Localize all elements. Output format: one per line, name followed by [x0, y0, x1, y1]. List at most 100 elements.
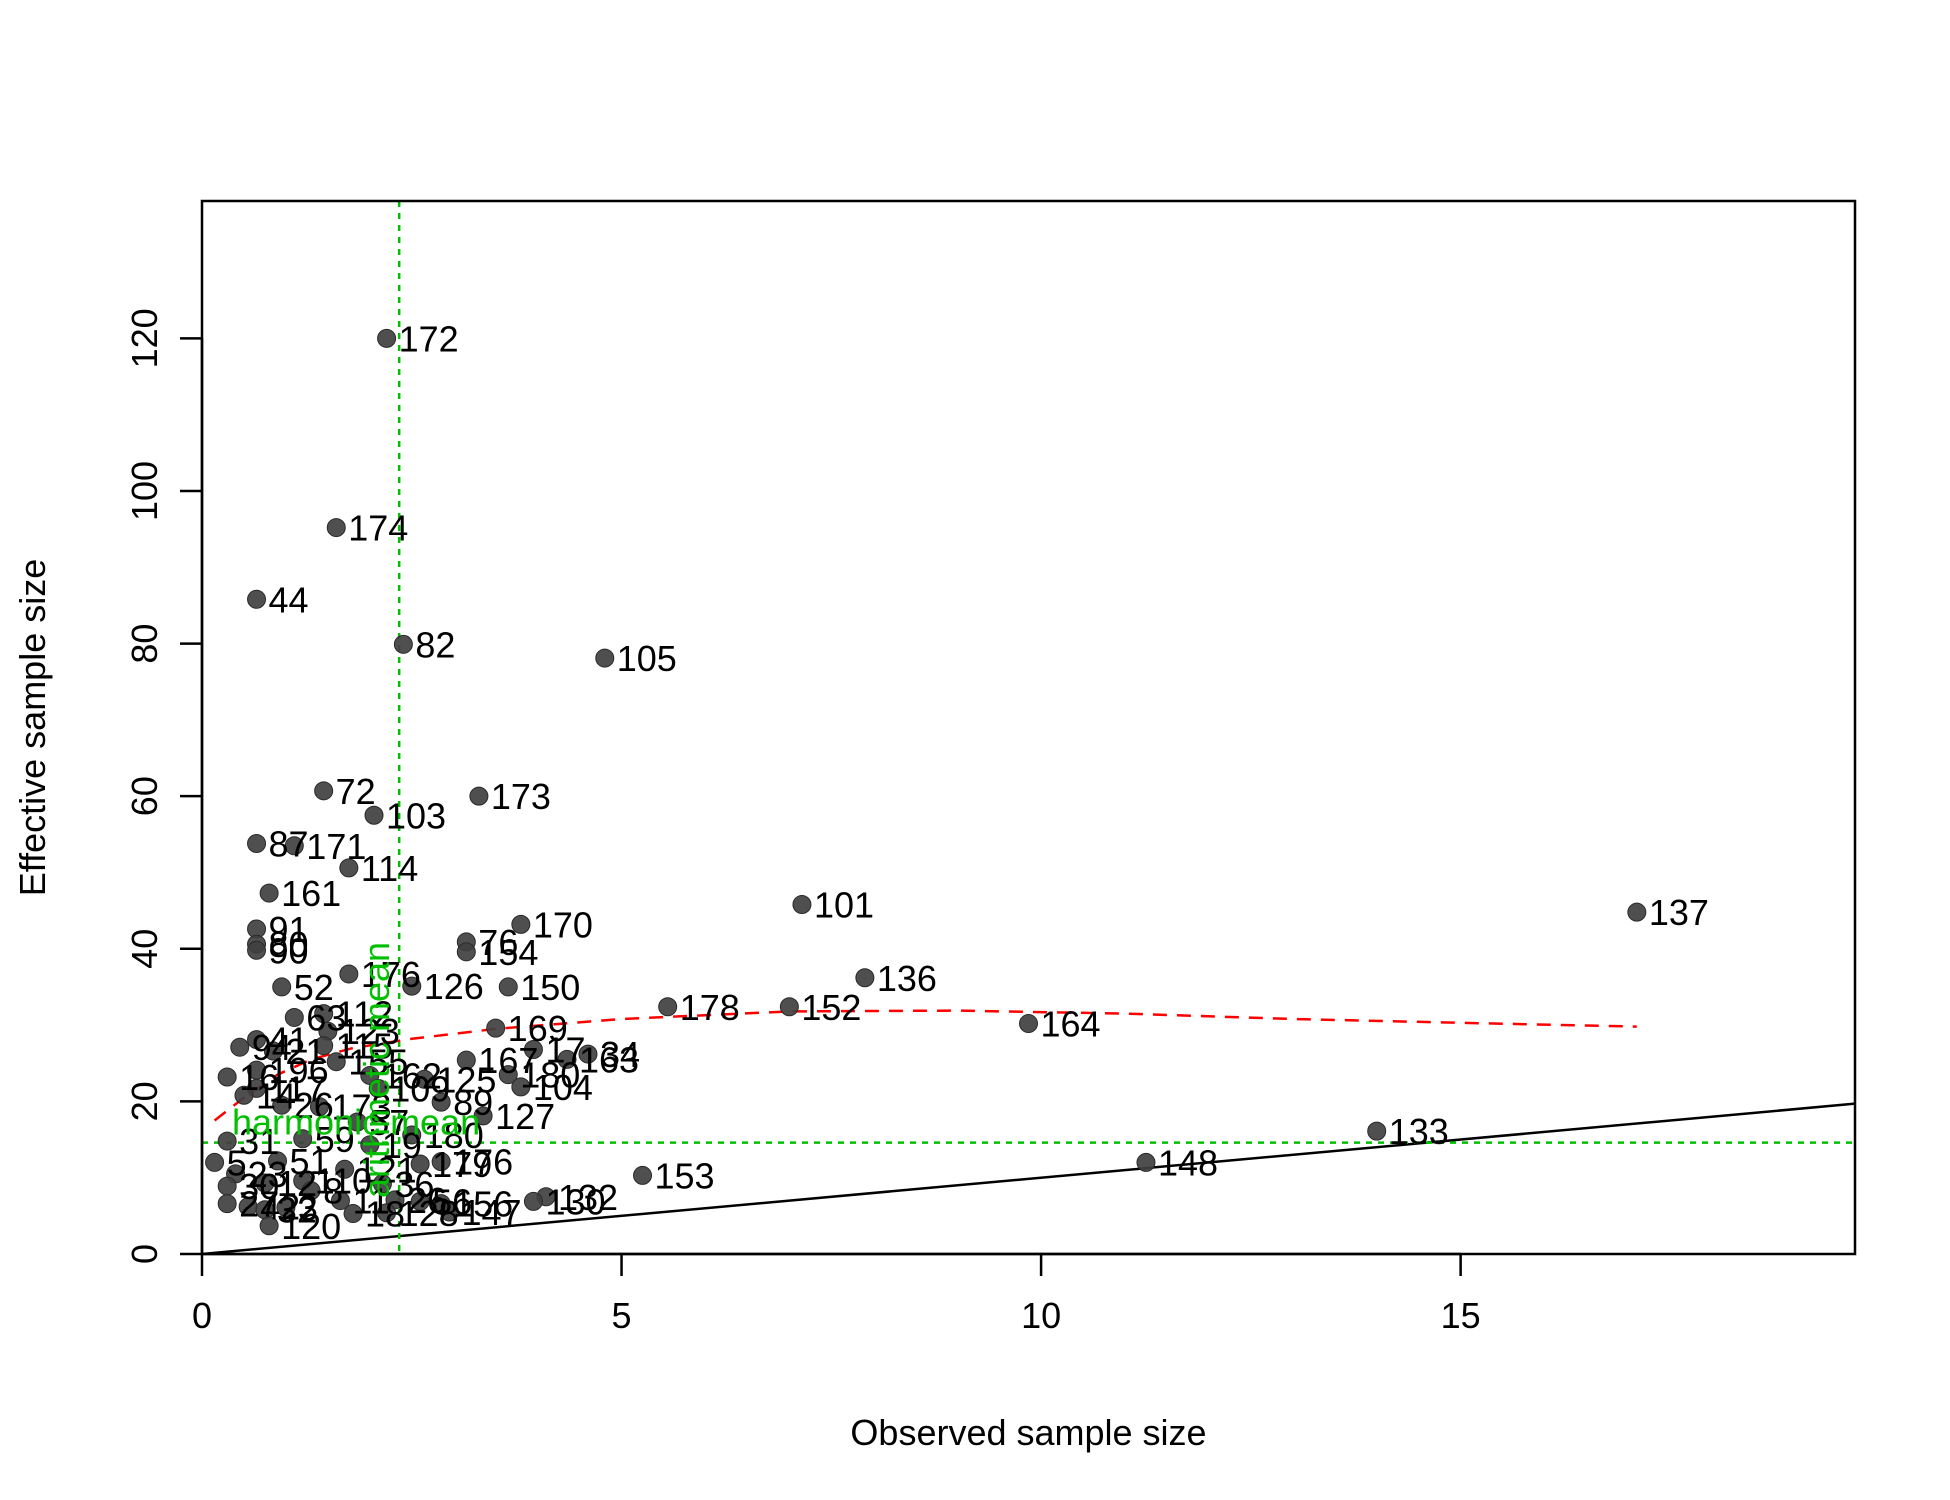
point-label: 23 [248, 1154, 288, 1195]
data-point [410, 1154, 430, 1174]
data-point [456, 942, 476, 962]
data-point [511, 1077, 531, 1097]
data-point [247, 589, 267, 609]
identity-line-layer [202, 1102, 1855, 1254]
data-point [523, 1040, 543, 1060]
point-label: 57 [369, 1102, 409, 1143]
data-point [217, 1067, 237, 1087]
point-label: 56 [432, 1181, 472, 1222]
point-label: 114 [361, 848, 418, 889]
data-point [633, 1165, 653, 1185]
data-point [339, 964, 359, 984]
point-label: 76 [478, 922, 518, 963]
y-tick-label: 60 [124, 776, 165, 816]
point-label: 174 [348, 508, 408, 549]
point-label: 8 [323, 1171, 343, 1212]
point-label: 180 [424, 1115, 484, 1156]
point-label: 171 [306, 826, 366, 867]
x-axis-title: Observed sample size [850, 1412, 1206, 1453]
point-label: 101 [814, 885, 874, 926]
data-point [377, 328, 397, 348]
point-label: 89 [453, 1082, 493, 1123]
y-tick-label: 20 [124, 1081, 165, 1121]
point-label: 173 [331, 1087, 391, 1128]
data-point [372, 1174, 392, 1194]
data-point [330, 1191, 350, 1211]
point-label: 5 [227, 1142, 247, 1183]
data-point [595, 648, 615, 668]
point-label: 91 [269, 909, 309, 950]
data-point [284, 1007, 304, 1027]
point-label: 3 [298, 1187, 318, 1228]
data-point [578, 1044, 598, 1064]
point-label: 41 [269, 1020, 309, 1061]
point-label: 179 [432, 1144, 492, 1185]
point-label: 26 [294, 1085, 334, 1126]
data-point [247, 1030, 267, 1050]
point-label: 34 [600, 1034, 640, 1075]
harmonic-mean-label: harmonic mean [232, 1102, 480, 1143]
data-point [347, 1112, 367, 1132]
data-point [268, 1151, 288, 1171]
point-label: 127 [495, 1096, 555, 1137]
data-point [557, 1049, 577, 1069]
point-label: 126 [424, 966, 484, 1007]
data-point [377, 1203, 397, 1223]
point-label: 11 [352, 1181, 389, 1222]
data-point [339, 858, 359, 878]
point-label: 31 [239, 1121, 279, 1162]
point-label: 109 [390, 1068, 450, 1109]
data-point [263, 1041, 283, 1061]
data-point [217, 1131, 237, 1151]
point-label: 104 [533, 1067, 593, 1108]
data-point [469, 786, 489, 806]
arithmetic-mean-label: arithmetic mean [356, 942, 397, 1198]
y-tick-label: 100 [124, 461, 165, 521]
point-label: 12 [277, 1163, 317, 1204]
point-label: 152 [801, 987, 861, 1028]
point-label: 103 [386, 795, 446, 836]
point-label: 94 [252, 1027, 292, 1068]
point-label: 59 [315, 1119, 355, 1160]
point-label: 112 [336, 994, 393, 1035]
point-label: 30 [239, 1166, 279, 1207]
data-point [255, 1173, 275, 1193]
point-label: 150 [520, 967, 580, 1008]
data-point [276, 1197, 296, 1217]
point-label: 163 [579, 1039, 639, 1080]
x-tick-label: 15 [1441, 1295, 1481, 1336]
x-tick-label: 5 [612, 1295, 632, 1336]
data-point [272, 977, 292, 997]
point-label: 153 [655, 1155, 715, 1196]
data-point [360, 1135, 380, 1155]
data-point [335, 1159, 355, 1179]
data-point [498, 1065, 518, 1085]
data-point [217, 1194, 237, 1214]
data-point [205, 1152, 225, 1172]
point-label: 120 [281, 1206, 341, 1247]
point-label: 63 [306, 997, 346, 1038]
point-label: 176 [453, 1142, 513, 1183]
trend-line [213, 1009, 1637, 1122]
data-point [368, 1078, 388, 1098]
data-point [414, 1069, 434, 1089]
point-label: 16 [239, 1057, 279, 1098]
data-point [314, 1004, 334, 1024]
point-label: 173 [491, 776, 551, 817]
y-tick-label: 0 [124, 1244, 165, 1264]
points-layer [205, 328, 1647, 1236]
trend-line-layer [213, 1009, 1637, 1122]
point-label: 170 [533, 904, 593, 945]
data-point [326, 518, 346, 538]
point-label: 14 [256, 1075, 296, 1116]
data-point [364, 805, 384, 825]
data-point [272, 1095, 292, 1115]
data-point [259, 1216, 279, 1236]
data-point [343, 1204, 363, 1224]
point-label: 110 [315, 1161, 372, 1202]
data-point [1627, 902, 1647, 922]
point-label: 117 [269, 1068, 326, 1109]
point-label: 176 [361, 954, 421, 995]
